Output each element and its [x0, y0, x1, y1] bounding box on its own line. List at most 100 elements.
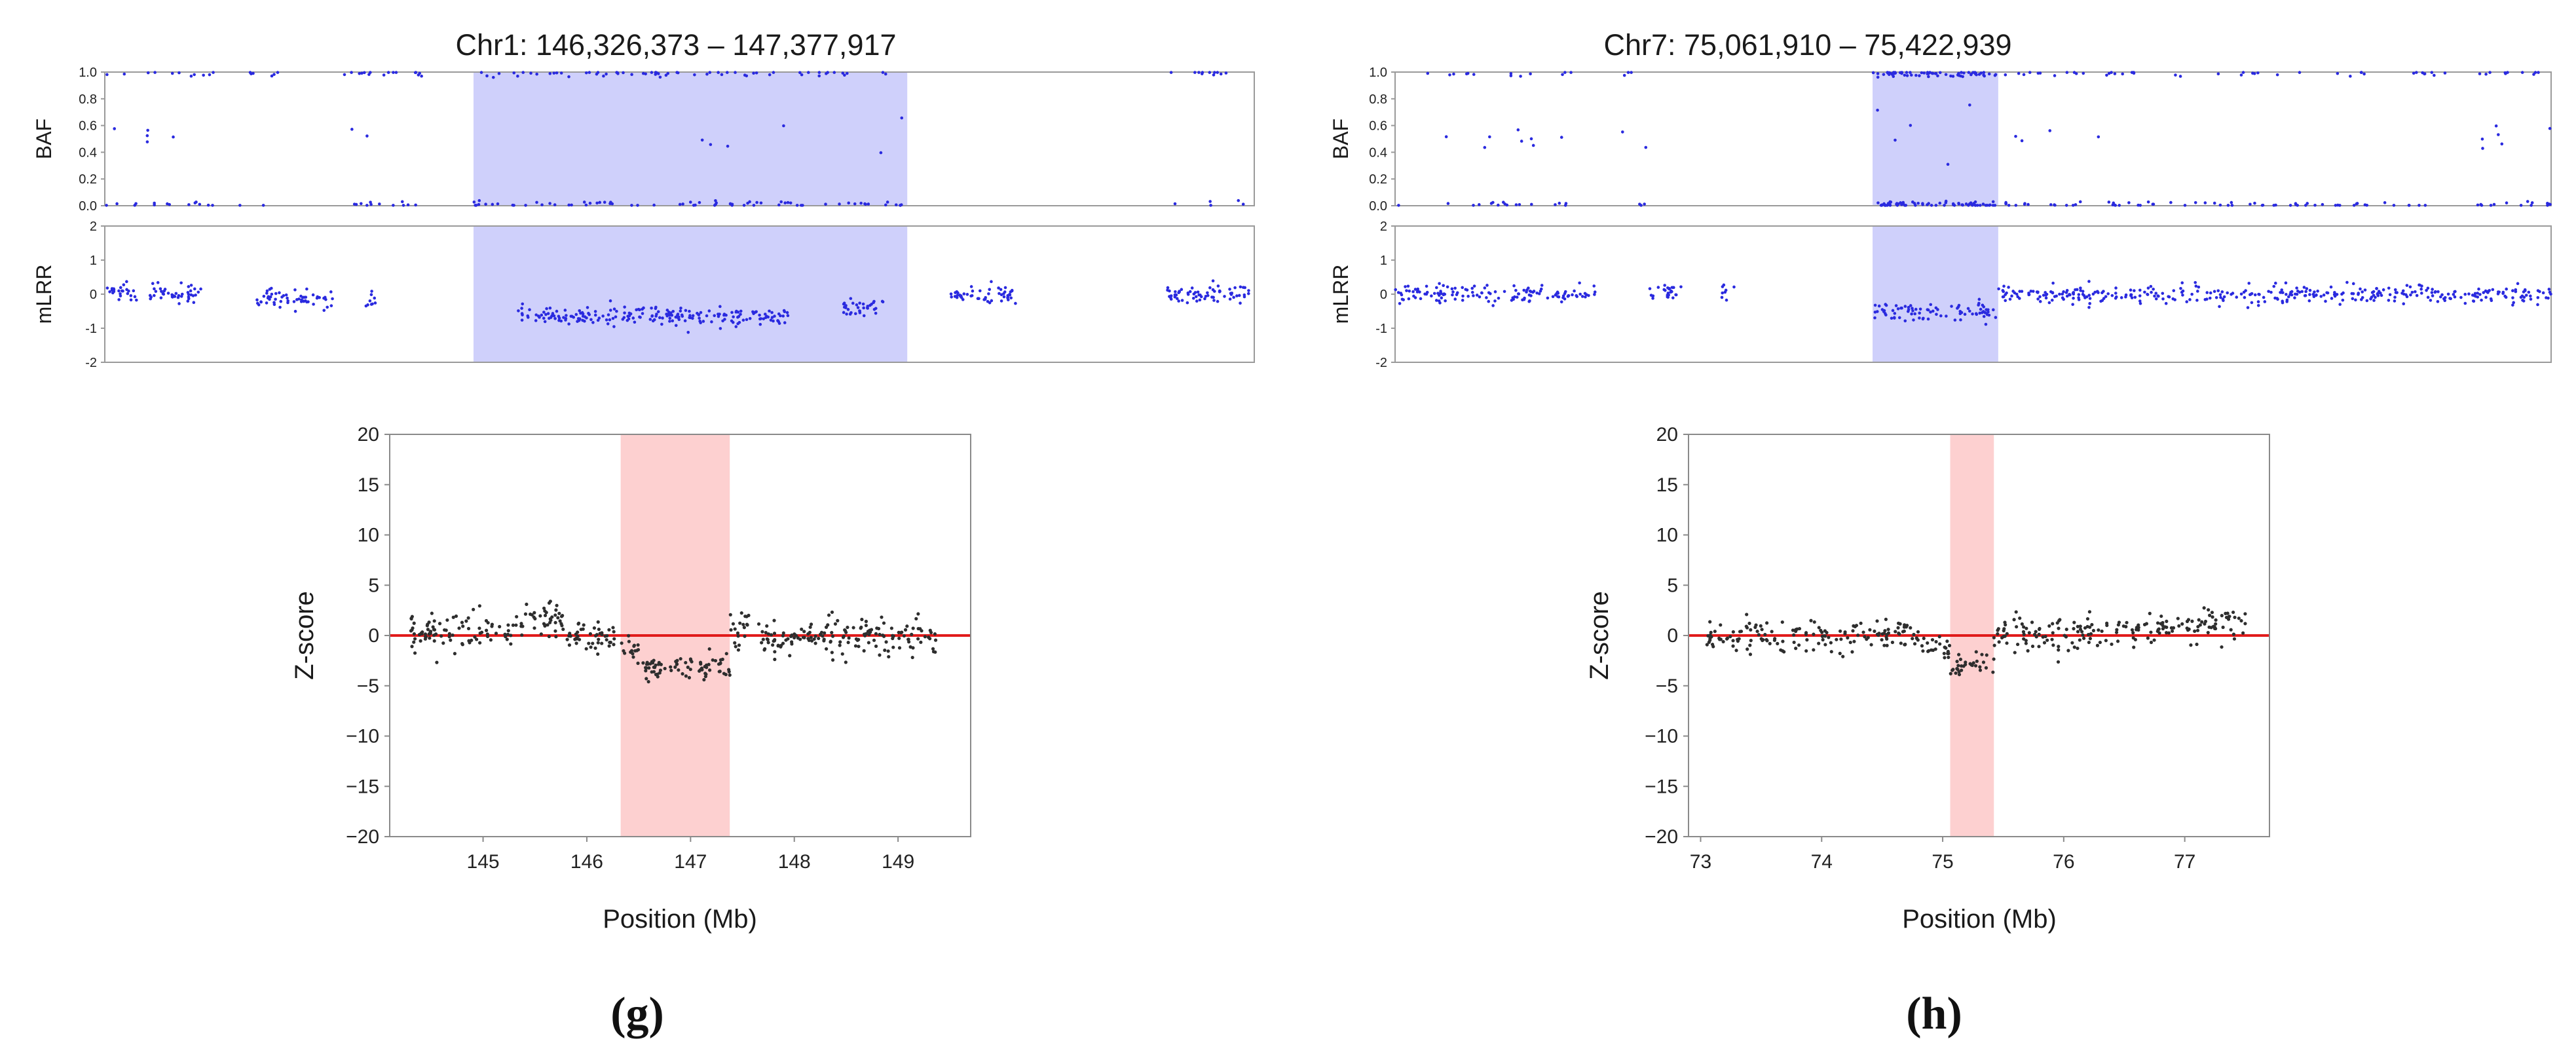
mlrr-point: [1450, 287, 1454, 291]
baf-point: [2252, 71, 2256, 75]
baf-point: [1876, 75, 1880, 79]
zscore-point: [557, 611, 561, 615]
mlrr-point: [2269, 290, 2273, 294]
zscore-point: [1997, 640, 2001, 644]
zscore-point: [554, 608, 558, 612]
mlrr-point: [2031, 290, 2035, 293]
baf-point: [2110, 71, 2113, 74]
zscore-point: [1791, 628, 1795, 632]
baf-point: [1561, 73, 1564, 77]
zscore-point: [817, 636, 821, 641]
zscore-point: [808, 625, 812, 629]
mlrr-point: [2172, 289, 2176, 292]
zscore-point: [880, 615, 884, 619]
x-tick-label: 147: [674, 851, 707, 873]
baf-point: [272, 73, 276, 76]
baf-point: [1883, 204, 1887, 207]
zscore-point: [1992, 635, 1996, 639]
zscore-point: [631, 652, 635, 656]
mlrr-point: [1218, 290, 1222, 294]
zscore-point: [2131, 631, 2135, 635]
zscore-point: [2190, 619, 2194, 623]
baf-point: [1956, 73, 1960, 77]
zscore-point: [596, 652, 600, 656]
baf-point: [2520, 71, 2524, 74]
mlrr-point: [1884, 313, 1888, 317]
y-tick-label: 0.4: [79, 145, 97, 160]
mlrr-point: [2305, 287, 2309, 290]
mlrr-point: [1571, 293, 1574, 297]
baf-point: [1916, 201, 1920, 205]
mlrr-point: [677, 318, 681, 321]
zscore-point: [547, 634, 551, 639]
zscore-point: [577, 637, 582, 641]
baf-point: [211, 204, 214, 207]
mlrr-point: [2124, 295, 2127, 299]
mlrr-point: [1210, 295, 1214, 299]
baf-point: [1982, 71, 1986, 74]
zscore-point: [588, 632, 593, 636]
mlrr-point: [2491, 288, 2495, 292]
mlrr-point: [2015, 292, 2019, 296]
zscore-point: [742, 626, 746, 630]
mlrr-point: [2302, 286, 2306, 289]
mlrr-point: [546, 312, 550, 315]
mlrr-point: [1166, 288, 1169, 292]
baf-point: [1985, 204, 1989, 207]
mlrr-point: [656, 310, 660, 314]
mlrr-point: [1592, 284, 1596, 288]
mlrr-point: [552, 314, 556, 318]
mlrr-point: [2196, 290, 2199, 293]
zscore-point: [445, 618, 449, 622]
zscore-point: [1951, 668, 1955, 672]
zscore-point: [779, 645, 783, 649]
mlrr-point: [2010, 294, 2013, 298]
mlrr-point: [1169, 294, 1172, 298]
mlrr-point: [286, 296, 289, 300]
zscore-point: [1916, 630, 1920, 634]
zscore-point: [1992, 643, 1996, 647]
zscore-point: [794, 634, 798, 637]
baf-ylabel: BAF: [1329, 119, 1353, 159]
zscore-point: [1885, 643, 1889, 647]
zscore-point: [2057, 648, 2061, 652]
y-tick-label: 0: [1380, 288, 1387, 302]
zscore-point: [612, 643, 616, 647]
baf-point: [2230, 204, 2234, 207]
mlrr-point: [2380, 294, 2383, 297]
mlrr-point: [2471, 299, 2475, 303]
zscore-point: [704, 672, 708, 676]
mlrr-point: [870, 303, 873, 306]
mlrr-point: [548, 306, 552, 310]
mlrr-point: [736, 311, 740, 314]
y-tick-label: 0.6: [1369, 119, 1387, 134]
mlrr-point: [2524, 294, 2528, 297]
zscore-point: [451, 615, 455, 619]
zscore-point: [765, 637, 769, 641]
baf-point: [2497, 133, 2500, 136]
baf-point: [553, 203, 557, 206]
mlrr-point: [2218, 293, 2222, 297]
mlrr-point: [2354, 298, 2357, 302]
zscore-point: [1957, 672, 1962, 677]
baf-point: [2548, 202, 2552, 206]
baf-point: [1219, 72, 1223, 76]
zscore-point: [1731, 644, 1735, 648]
mlrr-point: [1434, 299, 1438, 302]
baf-point: [2049, 203, 2053, 206]
mlrr-point: [2065, 294, 2069, 298]
baf-point: [2476, 203, 2480, 207]
zscore-points: [1705, 606, 2247, 677]
x-tick-label: 146: [570, 851, 603, 873]
zscore-point: [2224, 611, 2228, 615]
zscore-point: [2066, 649, 2070, 653]
mlrr-point: [874, 307, 878, 311]
baf-point: [2304, 204, 2307, 207]
mlrr-point: [608, 318, 612, 322]
mlrr-point: [2402, 302, 2406, 306]
zscore-point: [931, 647, 935, 651]
baf-point: [641, 71, 645, 75]
mlrr-point: [2304, 290, 2307, 294]
zscore-point: [543, 613, 548, 618]
baf-point: [360, 71, 364, 75]
